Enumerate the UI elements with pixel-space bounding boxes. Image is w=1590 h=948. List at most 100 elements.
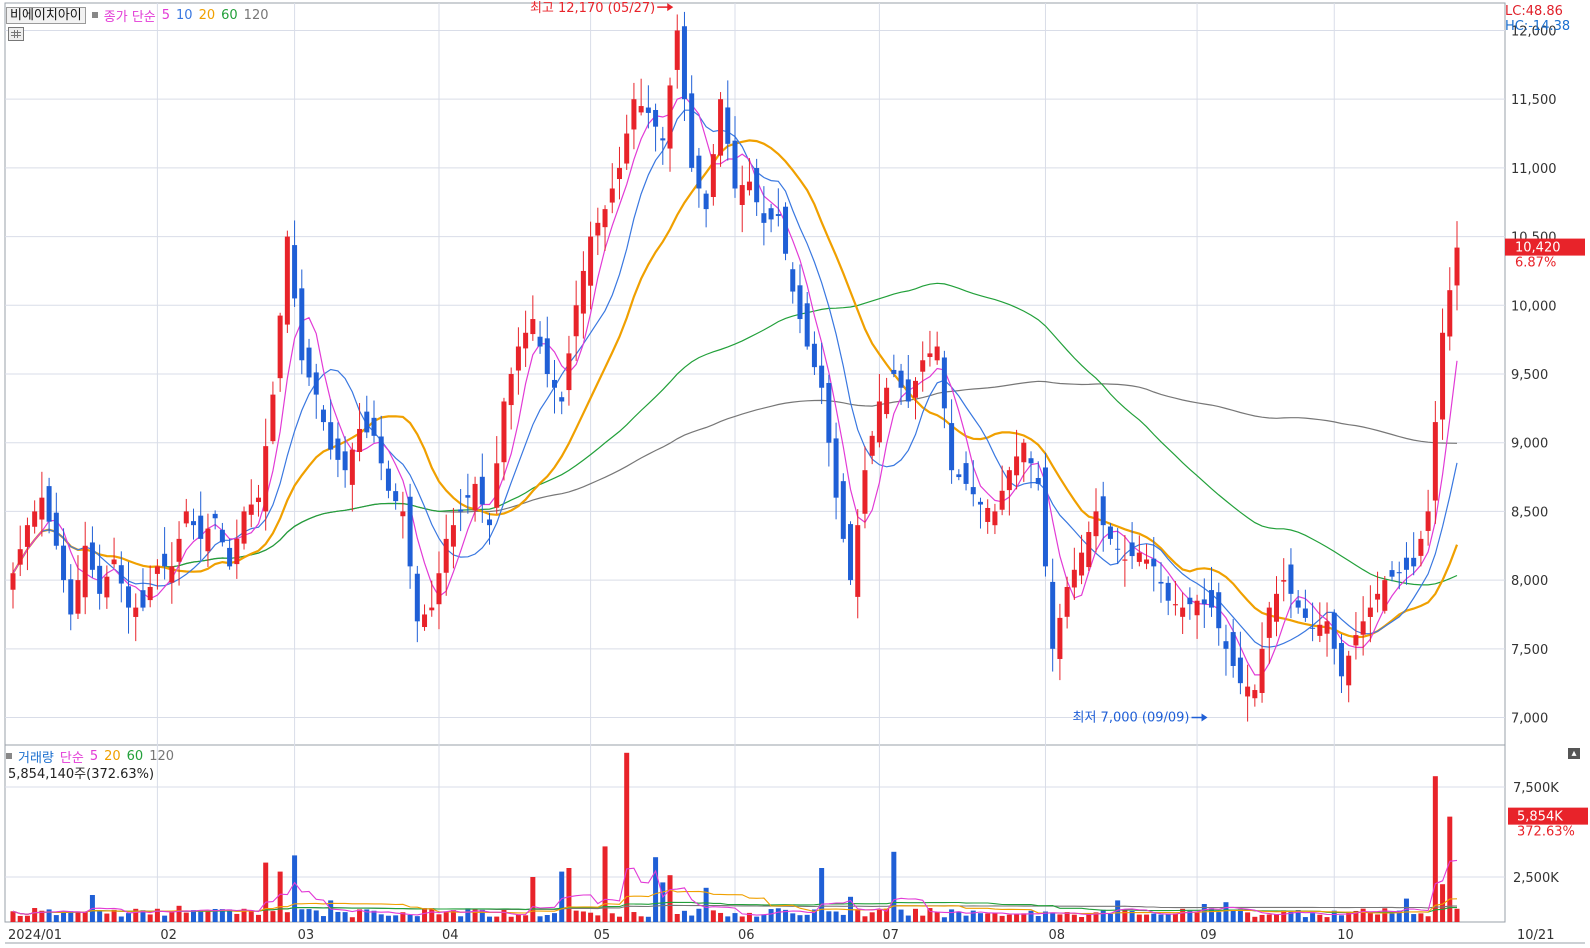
volume-legend: 거래량 단순 5 20 60 120 — [6, 747, 175, 766]
candle — [335, 422, 341, 478]
candle-body — [920, 360, 926, 372]
candle — [732, 116, 738, 198]
volume-bar — [17, 915, 23, 922]
candle — [219, 522, 225, 547]
volume-bar — [869, 912, 875, 922]
candle — [920, 341, 926, 392]
candle-body — [1310, 627, 1316, 629]
volume-bar — [39, 910, 45, 922]
candle-body — [328, 422, 334, 450]
volume-bar — [1100, 909, 1106, 922]
price-tick-label: 7,000 — [1511, 712, 1548, 727]
stock-name-tag[interactable]: 비에이치아이 — [6, 6, 86, 24]
volume-bar — [429, 908, 435, 922]
candle — [234, 519, 240, 579]
volume-bar — [61, 912, 67, 922]
candle — [270, 381, 276, 445]
candle-body — [862, 470, 868, 514]
volume-bar — [1403, 898, 1409, 922]
candle-body — [746, 181, 752, 191]
volume-bar — [1107, 913, 1113, 922]
candle — [1201, 578, 1207, 628]
candle — [154, 559, 160, 590]
candle-body — [1180, 607, 1186, 617]
candle — [681, 11, 687, 121]
candle — [1396, 561, 1402, 590]
candle-body — [848, 524, 854, 581]
volume-bar — [1136, 914, 1142, 922]
candle — [970, 460, 976, 507]
candle — [1274, 576, 1279, 637]
time-tick-label: 10/21 — [1517, 928, 1554, 943]
candle-body — [241, 511, 247, 544]
volume-bar — [1367, 912, 1373, 922]
candle-body — [1035, 477, 1041, 484]
candle — [580, 251, 586, 339]
volume-tick-label: 7,500K — [1513, 781, 1559, 796]
volume-bar — [1144, 914, 1150, 922]
candle-body — [790, 269, 796, 292]
candle-body — [1324, 621, 1330, 634]
candle — [255, 484, 261, 517]
volume-bar — [609, 913, 615, 922]
candle-body — [75, 580, 81, 614]
candle-body — [1331, 612, 1337, 649]
volume-bar — [501, 908, 507, 922]
volume-bar — [1324, 917, 1330, 922]
volume-bar — [371, 910, 377, 922]
candle — [999, 465, 1005, 516]
candle-body — [645, 107, 651, 113]
candle — [934, 331, 940, 365]
volume-bar — [891, 851, 897, 922]
volume-bar — [1396, 910, 1402, 922]
candle — [862, 446, 868, 529]
candle — [1086, 521, 1092, 572]
candle — [761, 186, 767, 246]
candle — [1331, 609, 1337, 665]
volume-bar — [515, 914, 521, 922]
volume-bar — [1021, 913, 1027, 922]
candle-body — [985, 507, 991, 522]
vol-legend-ma120: 120 — [149, 748, 175, 764]
volume-bar — [75, 911, 81, 922]
volume-bar — [1331, 910, 1337, 922]
candle-body — [176, 538, 182, 562]
volume-bar — [494, 916, 500, 922]
candle — [530, 295, 536, 341]
price-tick-label: 11,000 — [1511, 162, 1557, 177]
volume-bar — [328, 900, 334, 922]
candle-body — [552, 379, 557, 388]
candle-body — [580, 270, 586, 314]
high-annotation: 최고 12,170 (05/27) — [530, 1, 655, 16]
candle — [667, 77, 673, 172]
price-tick-label: 12,000 — [1511, 24, 1557, 39]
volume-bar — [811, 909, 817, 922]
candle-body — [703, 193, 709, 210]
candle-body — [1165, 582, 1171, 601]
candle — [306, 338, 312, 386]
volume-bar — [479, 909, 485, 922]
candle — [147, 565, 153, 608]
volume-readout: 5,854,140주(372.63%) — [8, 767, 155, 782]
candle-body — [1129, 542, 1135, 557]
volume-bar — [385, 915, 391, 922]
volume-bar — [32, 908, 38, 922]
candle-body — [761, 213, 767, 223]
candle-body — [1237, 657, 1243, 684]
candle-body — [306, 347, 312, 378]
candle-body — [1353, 635, 1359, 646]
candle-body — [595, 222, 601, 236]
volume-bar — [573, 910, 579, 922]
candle — [638, 78, 644, 116]
volume-plot-frame — [4, 744, 1506, 923]
candle-body — [39, 497, 45, 520]
candle — [494, 436, 500, 514]
volume-bar — [97, 911, 103, 922]
table-icon[interactable] — [8, 27, 24, 41]
collapse-icon[interactable]: ▴ — [1568, 748, 1580, 759]
candle-body — [248, 504, 254, 515]
volume-bar — [234, 913, 240, 922]
volume-bar — [24, 915, 30, 922]
legend-ma10: 10 — [176, 7, 193, 23]
